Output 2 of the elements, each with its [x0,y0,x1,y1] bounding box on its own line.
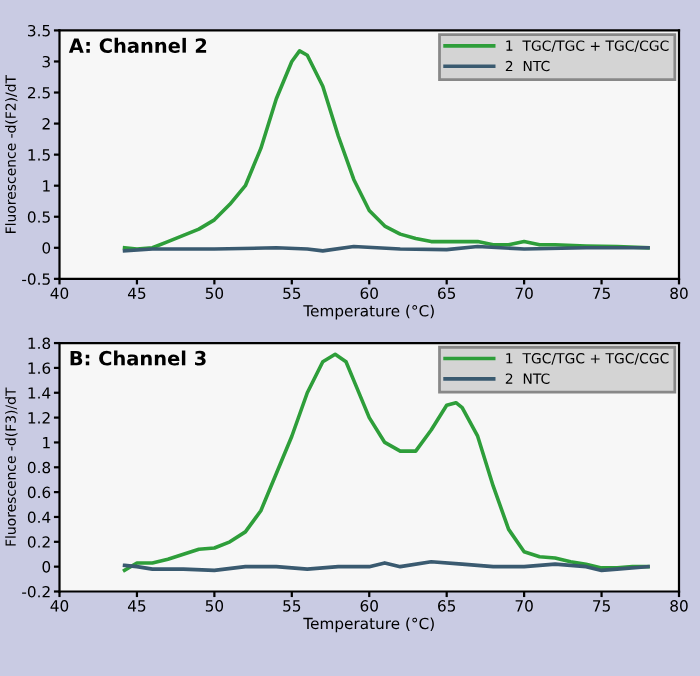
chart-title: A: Channel 2 [68,37,207,53]
chart-title: B: Channel 3 [70,350,206,366]
